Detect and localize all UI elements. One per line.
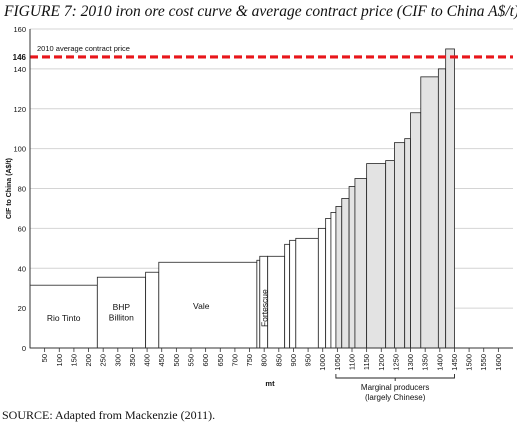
x-tick-label: 950 [304, 354, 313, 367]
cost-bar [348, 186, 356, 349]
x-tick-label: 700 [230, 354, 239, 367]
cost-bar [437, 68, 447, 349]
x-tick-label: 1600 [494, 354, 503, 371]
cost-curve-chart: 2010 average contract price 146 0 20 40 60 80… [6, 25, 513, 402]
x-tick-label: 1150 [362, 354, 371, 370]
cost-bar [366, 163, 387, 349]
cost-bar [325, 218, 332, 349]
x-axis-title: mt [265, 379, 275, 388]
producer-label: Billiton [109, 312, 134, 322]
x-tick-label: 900 [289, 354, 298, 367]
x-tick-label: 1250 [391, 354, 400, 371]
average-price-label: 2010 average contract price [37, 44, 130, 53]
marginal-bracket-group: Marginal producers(largely Chinese) [335, 374, 455, 402]
y-tick-label: 140 [13, 65, 26, 74]
x-tick-label: 1550 [479, 354, 488, 371]
reference-line-group: 2010 average contract price 146 [13, 44, 513, 62]
source-note: SOURCE: Adapted from Mackenzie (2011). [2, 408, 216, 422]
figure-title: FIGURE 7: 2010 iron ore cost curve & ave… [4, 3, 517, 20]
cost-bar [410, 112, 422, 349]
x-tick-label: 1350 [421, 354, 430, 371]
y-tick-label: 120 [13, 105, 26, 114]
x-tick-label: 1500 [465, 354, 474, 371]
y-axis-title: CIF to China (A$/t) [6, 158, 13, 219]
y-tick-label: 60 [18, 224, 26, 233]
marginal-producers-label: (largely Chinese) [365, 393, 426, 402]
producer-label: Vale [193, 301, 210, 311]
cost-bar [385, 160, 395, 349]
x-tick-label: 1050 [333, 354, 342, 371]
average-price-value-label: 146 [13, 53, 27, 62]
producer-label: Fortescue [260, 289, 270, 327]
x-tick-label: 250 [99, 354, 108, 367]
x-tick-label: 350 [128, 354, 137, 367]
x-tick-label: 1400 [435, 354, 444, 371]
marginal-producers-label: Marginal producers [361, 383, 429, 392]
x-tick-label: 50 [40, 354, 49, 362]
cost-bar [289, 239, 297, 349]
axes: 0 20 40 60 80 100 120 140 160 50 100 150 200 250 300 35… [6, 25, 513, 388]
cost-bar [295, 237, 319, 349]
y-tick-label: 20 [18, 304, 26, 313]
cost-bars [29, 48, 455, 349]
y-tick-label: 0 [22, 344, 26, 353]
cost-bar [354, 178, 368, 349]
marginal-bracket [335, 374, 455, 379]
y-tick-label: 40 [18, 264, 26, 273]
x-tick-label: 1000 [318, 354, 327, 371]
x-tick-label: 500 [172, 354, 181, 367]
cost-bar [317, 227, 327, 349]
cost-bar [145, 271, 160, 349]
cost-bar [420, 76, 439, 349]
x-tick-label: 800 [260, 354, 269, 367]
x-tick-label: 650 [216, 354, 225, 367]
cost-bar [404, 138, 411, 349]
x-tick-label: 1100 [348, 354, 357, 370]
x-tick-label: 850 [274, 354, 283, 367]
y-tick-label: 160 [13, 25, 26, 34]
cost-bar [284, 243, 291, 349]
y-tick-label: 80 [18, 185, 26, 194]
x-tick-label: 550 [187, 354, 196, 367]
producer-label: Rio Tinto [47, 313, 81, 323]
cost-bar [330, 212, 337, 349]
cost-bar [267, 255, 286, 349]
cost-bar [335, 206, 343, 349]
cost-bar [445, 48, 455, 349]
x-tick-label: 450 [157, 354, 166, 367]
x-tick-label: 750 [245, 354, 254, 367]
x-tick-label: 300 [113, 354, 122, 367]
producer-label: BHP [113, 302, 131, 312]
x-tick-label: 100 [55, 354, 64, 367]
y-tick-label: 100 [13, 145, 26, 154]
cost-bar [394, 142, 406, 349]
x-tick-label: 150 [69, 354, 78, 367]
x-tick-label: 600 [201, 354, 210, 367]
x-tick-label: 400 [143, 354, 152, 367]
x-tick-label: 200 [84, 354, 93, 367]
cost-bar [341, 198, 350, 349]
x-tick-label: 1450 [450, 354, 459, 371]
x-tick-label: 1200 [377, 354, 386, 371]
x-tick-label: 1300 [406, 354, 415, 371]
